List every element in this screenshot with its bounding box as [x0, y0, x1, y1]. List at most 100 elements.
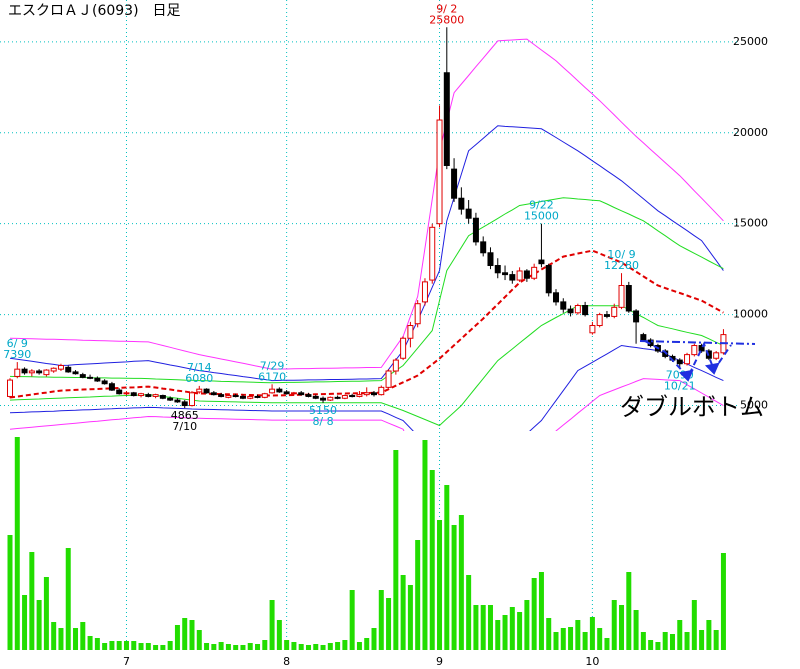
high-date-label: 9/22 [529, 199, 554, 212]
high-value-label: 6080 [185, 372, 213, 385]
volume-bar [502, 615, 508, 650]
volume-bar [422, 440, 428, 650]
band-line [9, 197, 724, 384]
volume-bar [131, 641, 137, 650]
volume [7, 437, 726, 650]
volume-bar [276, 620, 282, 650]
band-line [9, 125, 724, 382]
candle-body [145, 394, 152, 397]
volume-bar [480, 605, 486, 650]
candle-body [560, 301, 567, 310]
volume-bar [342, 640, 348, 650]
volume-bar [378, 590, 384, 650]
x-tick-label: 10 [585, 655, 599, 668]
candle-body [36, 370, 43, 374]
volume-bar [437, 520, 443, 650]
volume-bar [495, 620, 501, 650]
x-tick-label: 8 [283, 655, 290, 668]
volume-bar [393, 450, 399, 650]
candle-body [341, 395, 348, 399]
volume-bar [320, 645, 326, 650]
volume-bar [371, 628, 377, 650]
candles [7, 27, 727, 408]
volume-bar [568, 627, 574, 650]
candle-body [320, 397, 327, 401]
candle-body [312, 395, 319, 399]
volume-bar [415, 540, 421, 650]
candle-body [698, 345, 705, 352]
candle-body [400, 337, 407, 359]
arrow [678, 369, 694, 382]
candle-body [290, 392, 297, 395]
high-date-label: 7/29 [260, 359, 285, 372]
volume-bar [255, 644, 261, 650]
high-value-label: 7390 [3, 348, 31, 361]
candle-body [574, 305, 581, 314]
volume-bar [284, 640, 290, 650]
candle-body [79, 374, 86, 378]
volume-bar [102, 643, 108, 650]
volume-bar [7, 535, 13, 650]
candle-body [589, 325, 596, 334]
candle-body [494, 265, 501, 274]
volume-bar [691, 600, 697, 650]
candle-body [545, 265, 552, 294]
candle-body [538, 259, 545, 265]
candle-body [531, 266, 538, 279]
candle-body [378, 386, 385, 396]
volume-bar [335, 642, 341, 650]
volume-bar [174, 625, 180, 650]
band-line [9, 344, 724, 431]
volume-bar [233, 645, 239, 650]
volume-bar [36, 600, 42, 650]
volume-bar [553, 632, 559, 650]
volume-bar [87, 636, 93, 650]
volume-bar [73, 628, 79, 650]
candle-body [152, 394, 159, 397]
candle-body [254, 395, 261, 398]
volume-bar [451, 525, 457, 650]
volume-bar [167, 641, 173, 650]
volume-bar [109, 641, 115, 650]
volume-bar [407, 585, 413, 650]
high-value-label: 15000 [524, 210, 559, 223]
volume-bar [182, 618, 188, 650]
candle-body [203, 388, 210, 394]
candle-body [123, 392, 130, 395]
candle-body [371, 392, 377, 396]
candle-body [392, 359, 399, 372]
candle-body [72, 371, 79, 375]
volume-bar [619, 605, 625, 650]
volume-bar [269, 600, 275, 650]
candle-body [210, 392, 217, 396]
neckline [639, 340, 756, 345]
candle-body [429, 226, 436, 281]
volume-bar [138, 643, 144, 650]
volume-bar [364, 638, 370, 650]
volume-bar [400, 575, 406, 650]
candle-body [363, 392, 370, 396]
volume-bar [349, 590, 355, 650]
volume-bar [196, 630, 202, 650]
volume-bar [356, 642, 362, 650]
candle-body [239, 395, 246, 399]
candle-body [218, 394, 225, 397]
pattern-label: ダブルボトム [620, 393, 764, 421]
volume-bar [80, 622, 86, 650]
candle-body [625, 285, 632, 312]
volume-bar [22, 595, 28, 650]
low-date-label: 8/ 8 [312, 415, 333, 428]
high-value-label: 6170 [258, 370, 286, 383]
candle-body [21, 368, 28, 374]
candle-body [138, 393, 145, 397]
band-line [9, 249, 724, 399]
arrow [704, 362, 720, 375]
candle-body [356, 394, 363, 397]
volume-bar [604, 638, 610, 650]
candle-body [618, 285, 625, 308]
volume-bar [597, 628, 603, 650]
y-tick-label: 10000 [733, 308, 768, 321]
candle-body [676, 359, 683, 365]
candle-body [349, 395, 356, 398]
volume-bar [189, 620, 195, 650]
